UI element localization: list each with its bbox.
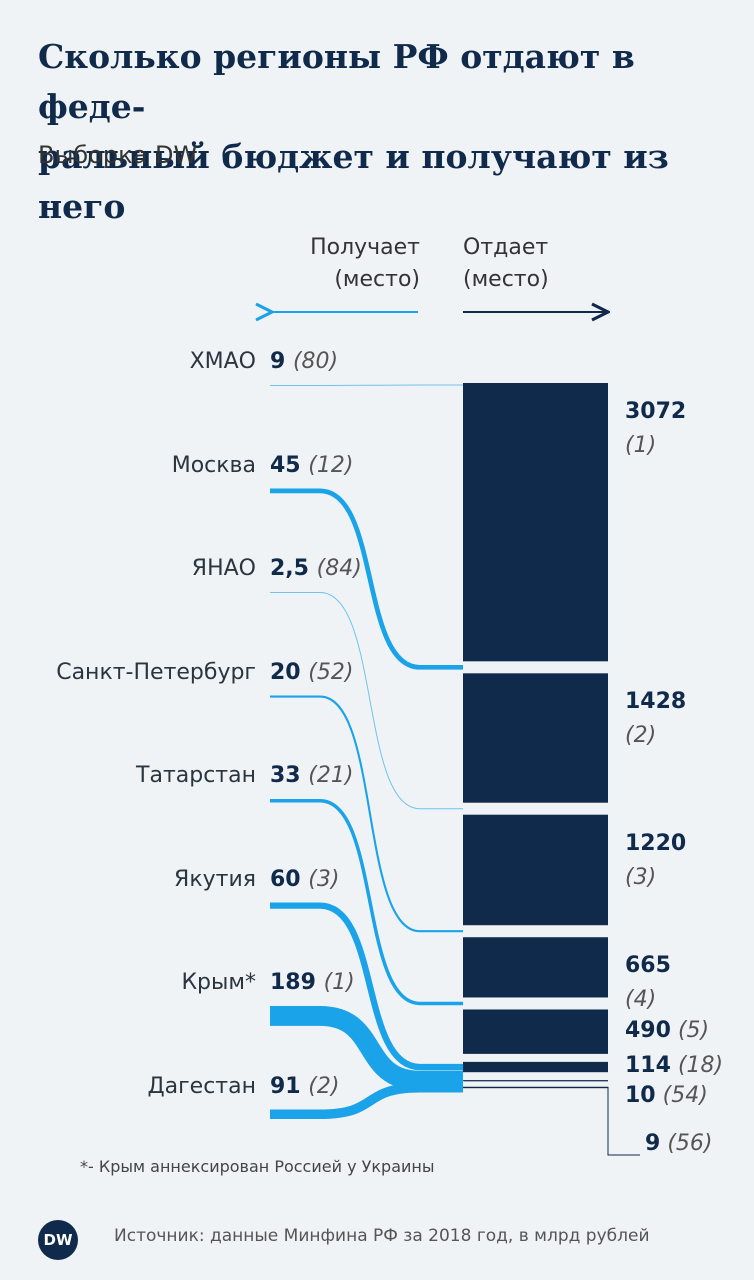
flow-line xyxy=(270,592,463,810)
gives-value: 114 (18) xyxy=(625,1053,724,1079)
receives-value: 33 (21) xyxy=(270,763,354,788)
region-label: Татарстан xyxy=(136,763,256,788)
chart-subtitle: Выборка DW xyxy=(38,141,198,169)
receives-value: 91 (2) xyxy=(270,1073,340,1099)
receives-value: 9 (80) xyxy=(270,349,339,374)
receives-value: 20 (52) xyxy=(270,659,354,685)
flow-line xyxy=(270,488,463,670)
flow-line xyxy=(270,1082,463,1120)
gives-bar xyxy=(463,814,608,926)
region-label: Санкт-Петербург xyxy=(56,659,256,685)
flow-line xyxy=(270,384,463,386)
gives-value: 1428 (2) xyxy=(625,689,687,749)
region-label: ЯНАО xyxy=(191,556,256,581)
region-label: Крым* xyxy=(181,970,256,995)
receives-header: Получает (место) xyxy=(310,235,420,292)
gives-bar xyxy=(463,1009,608,1054)
gives-bar xyxy=(463,937,608,998)
flow-line xyxy=(270,695,463,933)
leader-line xyxy=(463,1086,640,1156)
region-label: Якутия xyxy=(174,866,256,892)
gives-value: 3072 (1) xyxy=(625,399,687,458)
flow-line xyxy=(270,798,463,1006)
flow-line xyxy=(270,1005,463,1091)
gives-bar xyxy=(463,1061,608,1073)
gives-header: Отдает (место) xyxy=(463,235,549,292)
gives-value: 9 (56) xyxy=(645,1131,713,1156)
chart-title: Сколько регионы РФ отдают в феде-ральный… xyxy=(38,37,669,226)
gives-value: 1220 (3) xyxy=(625,830,687,890)
gives-bar xyxy=(463,673,608,803)
receives-value: 60 (3) xyxy=(270,866,340,892)
receives-value: 45 (12) xyxy=(270,452,354,478)
receives-value: 2,5 (84) xyxy=(270,556,362,581)
gives-value: 665 (4) xyxy=(625,953,671,1013)
source-note: Источник: данные Минфина РФ за 2018 год,… xyxy=(114,1226,650,1246)
flow-line xyxy=(270,902,463,1071)
region-label: Москва xyxy=(171,452,256,478)
region-label: ХМАО xyxy=(189,349,256,374)
gives-value: 490 (5) xyxy=(625,1017,710,1043)
region-label: Дагестан xyxy=(147,1073,256,1099)
receives-value: 189 (1) xyxy=(270,970,355,995)
dw-logo: DW xyxy=(38,1220,78,1260)
gives-bar xyxy=(463,383,608,662)
gives-value: 10 (54) xyxy=(625,1083,708,1108)
footnote: *- Крым аннексирован Россией у Украины xyxy=(80,1157,435,1176)
